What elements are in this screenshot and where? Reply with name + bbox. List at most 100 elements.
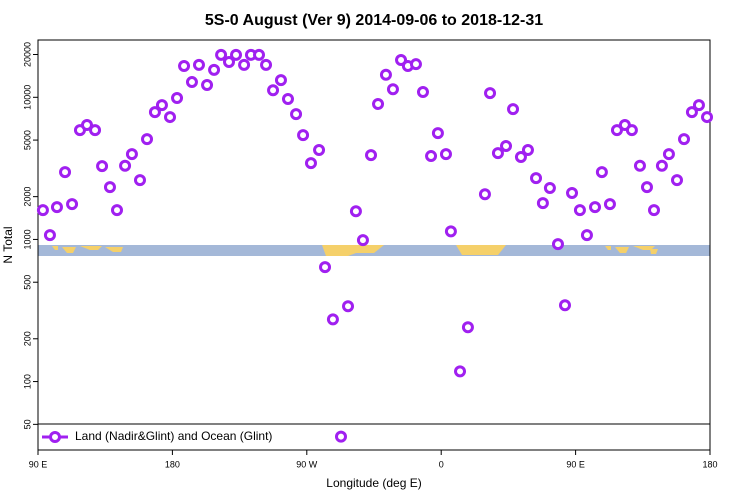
point xyxy=(379,68,392,81)
point xyxy=(461,321,474,334)
legend-label: Land (Nadir&Glint) and Ocean (Glint) xyxy=(75,429,272,443)
point xyxy=(662,148,675,161)
point xyxy=(222,56,235,69)
point xyxy=(573,204,586,217)
x-tick-label: 180 xyxy=(702,459,717,469)
map-strip xyxy=(38,245,710,256)
point xyxy=(558,299,571,312)
point xyxy=(59,166,72,179)
land xyxy=(605,246,658,254)
point xyxy=(267,84,280,97)
point xyxy=(171,92,184,105)
point xyxy=(478,188,491,201)
point xyxy=(103,181,116,194)
point xyxy=(692,99,705,112)
point xyxy=(603,198,616,211)
point xyxy=(208,63,221,76)
point xyxy=(192,58,205,71)
point xyxy=(500,140,513,153)
point xyxy=(326,313,339,326)
point xyxy=(514,151,527,164)
point xyxy=(536,197,549,210)
point xyxy=(701,111,714,124)
x-axis-label: Longitude (deg E) xyxy=(326,476,421,490)
point xyxy=(148,106,161,119)
y-tick-label: 100 xyxy=(22,374,32,389)
point xyxy=(342,300,355,313)
land xyxy=(456,245,506,255)
point xyxy=(253,48,266,61)
y-tick-label: 1000 xyxy=(22,229,32,249)
point xyxy=(409,58,422,71)
point xyxy=(297,129,310,142)
point xyxy=(238,58,251,71)
point xyxy=(125,148,138,161)
point xyxy=(133,174,146,187)
point xyxy=(566,187,579,200)
point xyxy=(491,147,504,160)
point xyxy=(416,85,429,98)
y-tick-label: 20000 xyxy=(22,42,32,67)
point xyxy=(625,124,638,137)
point xyxy=(589,201,602,214)
point xyxy=(386,83,399,96)
y-tick-label: 2000 xyxy=(22,187,32,207)
point xyxy=(365,149,378,162)
y-tick-label: 5000 xyxy=(22,130,32,150)
point xyxy=(164,111,177,124)
point xyxy=(580,229,593,242)
point xyxy=(215,48,228,61)
y-tick-label: 200 xyxy=(22,331,32,346)
point xyxy=(678,133,691,146)
point xyxy=(178,60,191,73)
x-tick-label: 0 xyxy=(439,459,444,469)
point xyxy=(655,159,668,172)
point xyxy=(66,198,79,211)
point xyxy=(507,103,520,116)
point xyxy=(36,204,49,217)
point xyxy=(141,133,154,146)
point xyxy=(110,204,123,217)
x-tick-label: 90 W xyxy=(296,459,318,469)
point xyxy=(543,182,556,195)
point xyxy=(356,234,369,247)
point xyxy=(304,157,317,170)
point xyxy=(425,150,438,163)
point xyxy=(530,172,543,185)
land xyxy=(322,245,384,256)
point xyxy=(633,159,646,172)
point xyxy=(274,74,287,87)
point xyxy=(230,48,243,61)
point xyxy=(50,201,63,214)
point xyxy=(349,205,362,218)
point xyxy=(685,106,698,119)
point xyxy=(260,58,273,71)
point xyxy=(610,124,623,137)
point xyxy=(444,225,457,238)
y-tick-label: 50 xyxy=(22,419,32,429)
point xyxy=(319,261,332,274)
x-tick-label: 90 E xyxy=(566,459,585,469)
land xyxy=(52,246,123,253)
chart-title: 5S-0 August (Ver 9) 2014-09-06 to 2018-1… xyxy=(205,12,543,29)
point xyxy=(334,430,347,443)
point xyxy=(89,124,102,137)
point xyxy=(439,148,452,161)
point xyxy=(313,143,326,156)
y-axis-label: N Total xyxy=(1,226,15,263)
y-tick-label: 500 xyxy=(22,275,32,290)
x-tick-label: 180 xyxy=(165,459,180,469)
point xyxy=(281,93,294,106)
x-tick-label: 90 E xyxy=(29,459,48,469)
point xyxy=(551,238,564,251)
point xyxy=(521,143,534,156)
legend-marker xyxy=(49,431,61,443)
point xyxy=(431,127,444,140)
point xyxy=(43,229,56,242)
point xyxy=(595,166,608,179)
point xyxy=(290,108,303,121)
point xyxy=(201,79,214,92)
point xyxy=(96,160,109,173)
